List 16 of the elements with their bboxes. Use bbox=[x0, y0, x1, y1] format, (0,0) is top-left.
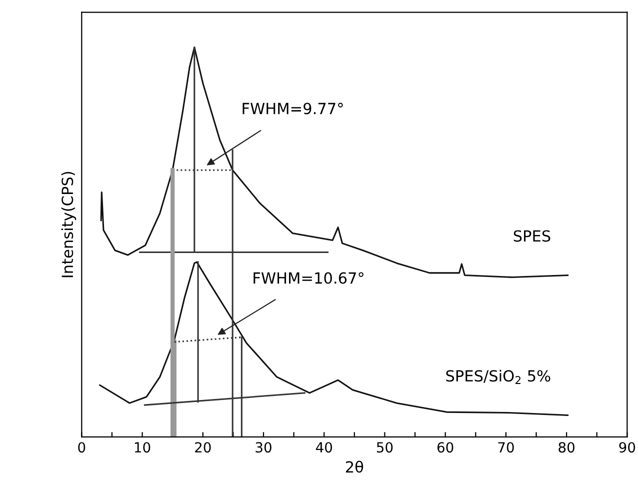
text: SPES bbox=[514, 230, 550, 242]
x-tick-label: 70 bbox=[498, 442, 514, 453]
x-tick-label: 80 bbox=[558, 442, 574, 453]
x-tick-label: 10 bbox=[134, 442, 150, 453]
annotation: FWHM=10.67° bbox=[254, 272, 364, 284]
annotation: FWHM=9.77° bbox=[242, 102, 343, 114]
x-tick-label: 40 bbox=[316, 442, 332, 453]
x-tick-label: 60 bbox=[437, 442, 454, 453]
x-axis-title: 2θ bbox=[346, 460, 364, 473]
x-tick-label: 20 bbox=[195, 442, 211, 453]
x-tick-label: 90 bbox=[619, 442, 636, 453]
x-tick-label: 0 bbox=[78, 442, 86, 453]
x-tick-label: 50 bbox=[376, 442, 393, 453]
series-label: SPES/SiO$_{2}$ 5% bbox=[446, 370, 550, 384]
y-axis-title: Intensity(CPS) bbox=[61, 172, 76, 278]
x-tick-label: 30 bbox=[256, 442, 272, 453]
